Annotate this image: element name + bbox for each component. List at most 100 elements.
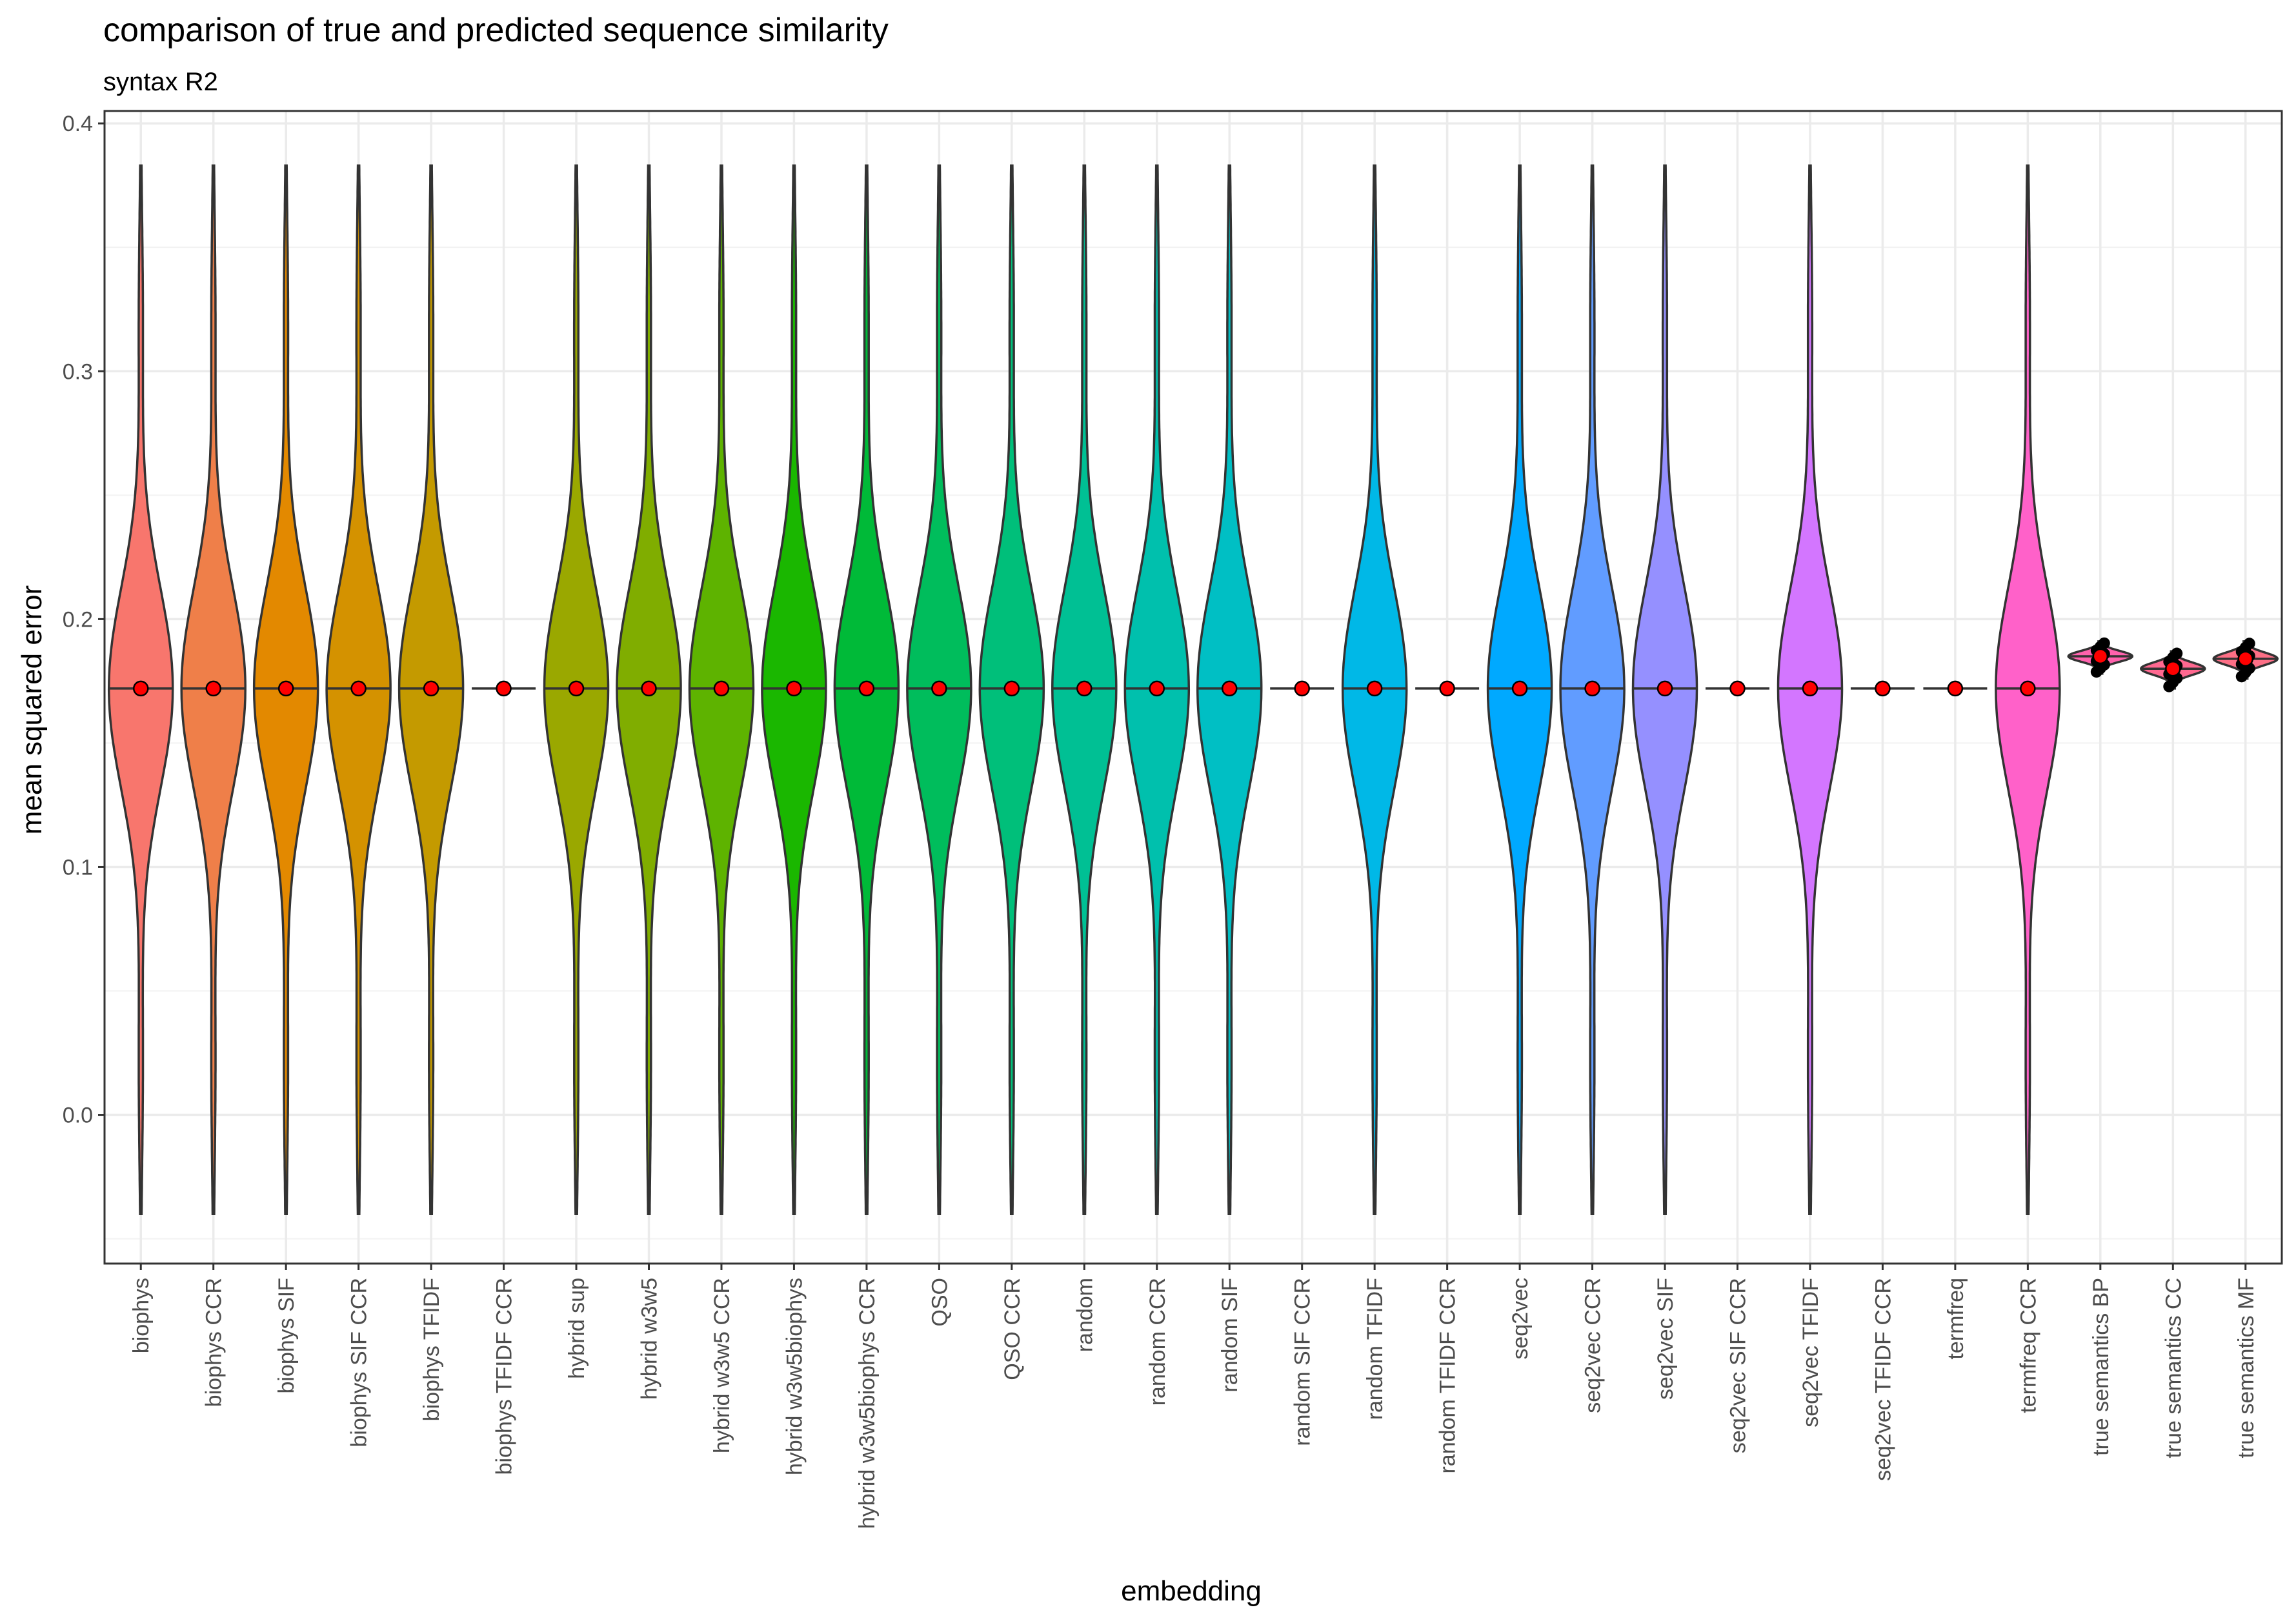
violin-seq2vec: [1486, 164, 1553, 1215]
violin-random-tfidf: [1341, 164, 1408, 1215]
chart-title: comparison of true and predicted sequenc…: [103, 12, 889, 49]
mean-point: [1947, 680, 1964, 697]
x-tick-label: hybrid w3w5 CCR: [710, 1278, 734, 1453]
violin-biophys-sif-ccr: [325, 164, 392, 1215]
violin-seq2vec-sif-ccr: [1706, 680, 1769, 697]
mean-point: [641, 680, 657, 697]
x-tick-label: seq2vec SIF CCR: [1726, 1278, 1751, 1453]
violin-qso-ccr: [978, 164, 1045, 1215]
x-tick-label: seq2vec CCR: [1581, 1278, 1606, 1413]
violin-true-semantics-cc: [2140, 647, 2206, 692]
mean-point: [1221, 680, 1238, 697]
x-tick-label: true semantics CC: [2161, 1278, 2186, 1458]
mean-point: [2020, 680, 2036, 697]
violin-seq2vec-tfidf-ccr: [1850, 680, 1915, 697]
x-tick-label: hybrid w3w5: [638, 1278, 662, 1400]
violin-hybrid-sup: [543, 164, 610, 1215]
violin-biophys-tfidf: [398, 164, 465, 1215]
violin-hybrid-w3w5-ccr: [688, 164, 755, 1215]
mean-point: [205, 680, 221, 697]
x-tick-label: hybrid w3w5biophys CCR: [855, 1278, 880, 1529]
mean-point: [1657, 680, 1673, 697]
x-tick-label: random SIF: [1218, 1278, 1242, 1393]
mean-point: [858, 680, 875, 697]
violin-random: [1051, 164, 1118, 1215]
violin-biophys: [107, 164, 174, 1215]
x-tick-label: seq2vec TFIDF: [1798, 1278, 1823, 1427]
mean-point: [2237, 650, 2254, 667]
mean-point: [568, 680, 585, 697]
mean-point: [1511, 680, 1528, 697]
violin-true-semantics-bp: [2067, 637, 2134, 678]
data-point: [2171, 647, 2183, 660]
violin-qso: [906, 164, 972, 1215]
data-point: [2098, 637, 2110, 649]
mean-point: [1584, 680, 1600, 697]
mean-point: [1875, 680, 1891, 697]
violin-seq2vec-ccr: [1559, 164, 1626, 1215]
data-point: [2243, 638, 2255, 650]
plot-border: [103, 110, 2283, 1265]
chart-subtitle: syntax R2: [103, 68, 218, 96]
x-tick-label: hybrid sup: [565, 1278, 589, 1379]
mean-point: [1149, 680, 1165, 697]
mean-point: [1729, 680, 1746, 697]
x-tick-label: true semantics BP: [2089, 1278, 2113, 1456]
violin-random-tfidf-ccr: [1415, 680, 1480, 697]
violin-termfreq: [1923, 680, 1988, 697]
mean-point: [1439, 680, 1455, 697]
x-tick-label: biophys TFIDF: [419, 1278, 444, 1421]
x-tick-label: seq2vec TFIDF CCR: [1871, 1278, 1895, 1481]
y-tick-label: 0.3: [63, 359, 93, 384]
violin-random-sif-ccr: [1270, 680, 1334, 697]
mean-point: [1366, 680, 1383, 697]
x-tick-label: biophys: [129, 1278, 154, 1353]
violin-true-semantics-mf: [2212, 638, 2279, 683]
mean-point: [350, 680, 367, 697]
y-tick-label: 0.2: [63, 607, 93, 632]
y-tick-label: 0.1: [63, 855, 93, 880]
mean-point: [713, 680, 730, 697]
violin-hybrid-w3w5biophys-ccr: [833, 164, 900, 1215]
violin-termfreq-ccr: [1995, 164, 2061, 1215]
x-tick-label: termfreq: [1944, 1278, 1968, 1360]
x-tick-label: random CCR: [1145, 1278, 1170, 1406]
x-tick-label: biophys SIF: [274, 1278, 299, 1394]
mean-point: [786, 680, 802, 697]
mean-point: [1003, 680, 1020, 697]
y-axis-title: mean squared error: [16, 585, 48, 834]
y-tick-label: 0.4: [63, 112, 93, 136]
x-tick-label: biophys CCR: [202, 1278, 227, 1407]
x-tick-label: true semantics MF: [2234, 1278, 2259, 1458]
x-tick-label: QSO: [927, 1278, 952, 1327]
x-tick-label: seq2vec: [1508, 1278, 1533, 1360]
mean-point: [277, 680, 294, 697]
mean-point: [2165, 660, 2181, 677]
mean-point: [2092, 648, 2109, 665]
x-tick-label: QSO CCR: [1000, 1278, 1025, 1380]
mean-point: [1076, 680, 1093, 697]
violin-seq2vec-tfidf: [1777, 164, 1844, 1215]
violin-biophys-sif: [252, 164, 319, 1215]
x-tick-label: biophys SIF CCR: [347, 1278, 372, 1447]
x-tick-label: random TFIDF: [1363, 1278, 1387, 1420]
violin-hybrid-w3w5biophys: [761, 164, 827, 1215]
violin-biophys-ccr: [180, 164, 247, 1215]
x-tick-label: termfreq CCR: [2016, 1278, 2040, 1413]
x-axis-title: embedding: [1121, 1575, 1262, 1607]
mean-point: [132, 680, 149, 697]
violin-random-sif: [1196, 164, 1263, 1215]
x-tick-label: biophys TFIDF CCR: [492, 1278, 517, 1475]
violin-random-ccr: [1123, 164, 1191, 1215]
x-tick-label: random SIF CCR: [1291, 1278, 1315, 1446]
x-tick-label: hybrid w3w5biophys: [782, 1278, 807, 1475]
plot-panel: [105, 111, 2282, 1264]
mean-point: [1294, 680, 1310, 697]
violin-hybrid-w3w5: [616, 164, 682, 1215]
x-tick-label: random TFIDF CCR: [1436, 1278, 1460, 1474]
mean-point: [931, 680, 947, 697]
violin-seq2vec-sif: [1631, 164, 1698, 1215]
y-tick-label: 0.0: [63, 1104, 93, 1128]
x-tick-label: random: [1072, 1278, 1097, 1352]
